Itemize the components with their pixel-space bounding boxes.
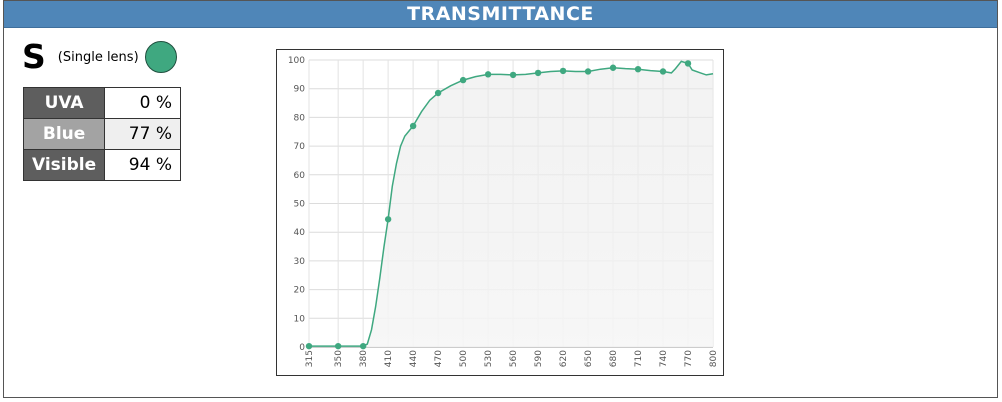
x-tick-label: 680 <box>609 350 619 367</box>
data-point <box>509 71 517 79</box>
y-tick-label: 60 <box>294 171 306 181</box>
stat-label-uva: UVA <box>22 87 106 119</box>
x-tick-label: 410 <box>384 350 394 367</box>
data-point <box>484 71 492 78</box>
transmittance-chart: 315 350 380 410 440 470 500 530 560 590 620 650 680 7… <box>276 49 724 376</box>
lens-summary: S (Single lens) <box>22 39 177 75</box>
x-tick-label: 710 <box>634 350 644 367</box>
x-tick-label: 470 <box>434 350 444 367</box>
y-tick-label: 20 <box>294 286 306 296</box>
x-tick-label: 800 <box>709 350 719 367</box>
y-tick-label: 80 <box>294 113 306 123</box>
data-point <box>684 60 692 67</box>
data-point <box>659 68 667 75</box>
lens-code: S <box>22 37 46 76</box>
data-point <box>634 65 642 73</box>
x-tick-label: 530 <box>484 350 494 367</box>
x-tick-label: 380 <box>359 350 369 367</box>
data-point <box>359 342 367 350</box>
x-tick-label: 315 <box>305 350 315 367</box>
y-tick-label: 100 <box>288 56 305 66</box>
data-point <box>434 89 442 97</box>
stat-value-blue: 77 % <box>104 118 181 150</box>
table-row: UVA 0 % <box>22 87 181 119</box>
table-row: Visible 94 % <box>22 149 181 181</box>
stat-value-uva: 0 % <box>104 87 181 119</box>
x-tick-label: 650 <box>584 350 594 367</box>
x-tick-label: 560 <box>509 350 519 367</box>
data-point <box>409 122 417 130</box>
y-tick-label: 0 <box>299 343 305 353</box>
x-tick-label: 620 <box>559 350 569 367</box>
x-tick-label: 350 <box>334 350 344 367</box>
y-tick-label: 10 <box>294 314 306 324</box>
data-point <box>609 64 617 71</box>
data-point <box>384 216 392 223</box>
series-area <box>309 61 713 348</box>
data-point <box>334 342 342 350</box>
chart-canvas: 315 350 380 410 440 470 500 530 560 590 620 650 680 7… <box>288 56 719 367</box>
x-tick-label: 500 <box>459 350 469 367</box>
y-tick-label: 50 <box>294 200 306 210</box>
y-tick-label: 90 <box>294 85 306 95</box>
data-point <box>459 76 467 84</box>
y-tick-label: 70 <box>294 142 306 152</box>
stat-label-visible: Visible <box>22 149 106 181</box>
panel-header: TRANSMITTANCE <box>4 1 997 28</box>
lens-color-swatch <box>144 41 177 73</box>
lens-description: (Single lens) <box>57 49 139 65</box>
stat-label-blue: Blue <box>22 118 106 150</box>
transmittance-panel: TRANSMITTANCE S (Single lens) UVA 0 % Bl… <box>3 0 998 398</box>
x-tick-label: 590 <box>534 350 544 367</box>
y-tick-label: 40 <box>294 228 306 238</box>
series-line <box>309 60 714 347</box>
table-row: Blue 77 % <box>22 118 181 150</box>
data-point <box>305 342 313 350</box>
stat-value-visible: 94 % <box>104 149 181 181</box>
x-tick-label: 440 <box>409 350 419 367</box>
data-point <box>534 69 542 77</box>
data-point <box>584 68 592 75</box>
y-tick-label: 30 <box>294 257 306 267</box>
data-point <box>559 67 567 75</box>
x-tick-label: 740 <box>659 350 669 367</box>
transmittance-stats-table: UVA 0 % Blue 77 % Visible 94 % <box>22 87 181 181</box>
x-tick-label: 770 <box>684 350 694 367</box>
